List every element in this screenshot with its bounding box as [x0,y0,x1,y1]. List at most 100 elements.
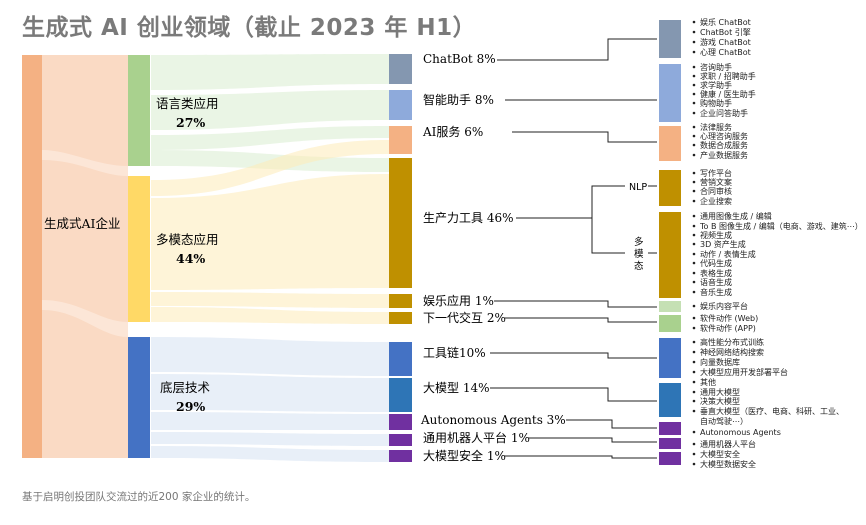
group-pct-base: 29% [176,399,205,414]
cat-node-chatbot [389,54,412,84]
detail-box-safety [659,452,681,465]
cat-node-assistant [389,90,412,120]
detail-item: 视频生成 [700,230,732,240]
detail-box-entertain [659,301,681,312]
detail-item: 高性能分布式训练 [700,337,764,347]
cat-label-assistant: 智能助手 8% [423,92,494,107]
detail-item: 心理 ChatBot [700,48,751,57]
group-flows [151,54,389,462]
detail-item: 大模型数据安全 [700,459,756,469]
detail-item: 企业搜索 [700,196,732,206]
bracket-lines [490,38,657,459]
multimodal-label-1: 多 [634,236,644,248]
cat-node-productivity [389,158,412,288]
cat-label-chatbot: ChatBot 8% [423,52,496,66]
detail-item: ChatBot 引擎 [700,27,751,37]
detail-box-multimodal [659,212,681,298]
detail-item: 写作平台 [700,168,732,178]
detail-item: 法律服务 [700,122,732,132]
flow-base-toolchain [151,337,389,376]
multimodal-label-2: 模 [634,248,644,260]
cat-node-nextgen [389,312,412,324]
detail-item: 其他 [700,377,716,387]
multimodal-label-3: 态 [634,260,644,272]
detail-item: 娱乐 ChatBot [700,17,751,27]
detail-item: 表格生成 [700,268,732,278]
detail-item: 购物助手 [700,98,732,108]
flow-base-agents [151,412,389,430]
detail-items: 娱乐 ChatBot ChatBot 引擎 游戏 ChatBot 心理 Chat… [699,17,863,469]
flow-base-model [151,374,389,412]
detail-box-robot [659,438,681,449]
flow-multimodal-entertain [151,292,389,308]
detail-item: 企业问答助手 [700,108,748,118]
flow-multimodal-aiservice [151,140,389,196]
detail-item: 营销文案 [700,177,732,187]
detail-item: 软件动作 (Web) [700,313,758,323]
group-node-language [128,55,150,166]
cat-node-entertain [389,294,412,308]
detail-item: 大模型应用开发部署平台 [700,367,788,377]
page-title: 生成式 AI 创业领域（截止 2023 年 H1） [22,15,477,41]
group-label-multimodal: 多模态应用 [156,232,219,247]
flow-multimodal-productivity [151,174,389,290]
detail-item: 求职 / 招聘助手 [700,71,756,81]
detail-item: 游戏 ChatBot [700,37,751,47]
cat-node-robot [389,434,412,446]
detail-item: 咨询助手 [700,62,732,72]
detail-box-agents [659,422,681,435]
cat-label-aiservice: AI服务 6% [422,124,483,139]
detail-item: 语音生成 [700,277,732,287]
detail-item: Autonomous Agents [700,428,781,437]
detail-item: 通用大模型 [700,387,740,397]
detail-box-nlp [659,170,681,206]
cat-label-safety: 大模型安全 1% [423,448,506,463]
detail-item: 神经网络结构搜索 [700,347,764,357]
detail-box-chatbot [659,20,681,58]
cat-label-entertain: 娱乐应用 1% [423,293,494,308]
detail-boxes [659,20,681,465]
detail-item: 心理咨询服务 [700,131,748,141]
detail-item: 3D 资产生成 [700,239,746,249]
detail-bullets [692,20,696,466]
detail-item: 求学助手 [700,80,732,90]
root-flow-band [42,55,128,458]
footnote: 基于启明创投团队交流过的近200 家企业的统计。 [22,491,256,503]
detail-item: 音乐生成 [700,287,732,297]
detail-item: 代码生成 [700,258,732,268]
group-label-base: 底层技术 [160,380,211,395]
detail-item: 健康 / 医生助手 [700,89,756,99]
detail-item: 软件动作 (APP) [700,323,756,333]
flow-multimodal-nextgen [151,307,389,324]
group-node-multimodal [128,176,150,322]
category-labels: ChatBot 8% 智能助手 8% AI服务 6% 生产力工具 46% 娱乐应… [420,52,566,463]
cat-label-robot: 通用机器人平台 1% [423,430,530,445]
detail-item: 通用机器人平台 [700,439,756,449]
cat-node-model [389,378,412,412]
group-node-base [128,337,150,458]
detail-box-model [659,383,681,417]
detail-item: 合同审核 [700,186,732,196]
root-node [22,55,42,458]
detail-box-aiservice [659,126,681,161]
cat-label-productivity: 生产力工具 46% [423,211,514,225]
detail-item: 大模型安全 [700,449,740,459]
detail-item: 产业数据服务 [700,150,748,160]
detail-item: 娱乐内容平台 [700,301,748,311]
cat-node-safety [389,450,412,462]
detail-item: 通用图像生成 / 编辑 [700,211,772,221]
flow-language-assistant [151,90,389,130]
cat-node-agents [389,414,412,430]
cat-label-toolchain: 工具链10% [423,345,486,360]
cat-label-model: 大模型 14% [423,381,490,395]
flow-language-aiservice [151,126,389,150]
group-pct-multimodal: 44% [176,251,205,266]
flow-language-chatbot [151,54,389,90]
detail-box-toolchain [659,338,681,378]
detail-item: 动作 / 表情生成 [700,249,756,259]
detail-item: 向量数据库 [700,357,740,367]
detail-item: 自动驾驶⋯） [700,416,748,426]
detail-box-assistant [659,64,681,122]
flow-base-robot [151,432,389,446]
detail-item: To B 图像生成 / 编辑（电商、游戏、建筑⋯） [699,221,863,231]
